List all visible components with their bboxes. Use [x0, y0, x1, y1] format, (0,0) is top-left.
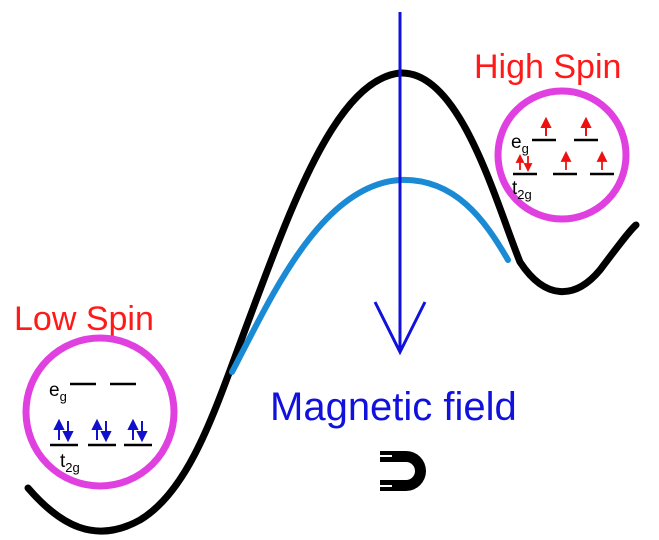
magnetic-field-label: Magnetic field — [270, 385, 517, 429]
t2g-label: t2g — [60, 451, 80, 475]
high-spin-label: High Spin — [474, 48, 621, 86]
energy-curve — [24, 69, 640, 535]
eg-label: eg — [49, 380, 67, 404]
low-spin-orbitals: eg t2g — [49, 380, 152, 475]
eg-label: eg — [511, 132, 529, 156]
low-spin-label: Low Spin — [14, 300, 154, 338]
high-spin-circle — [494, 87, 630, 223]
high-spin-orbitals: eg t2g — [511, 116, 614, 202]
low-spin-circle — [22, 334, 178, 490]
t2g-label: t2g — [512, 178, 532, 202]
magnet-icon — [380, 451, 426, 491]
field-energy-curve — [229, 176, 511, 375]
arrow-down-icon — [373, 12, 427, 356]
